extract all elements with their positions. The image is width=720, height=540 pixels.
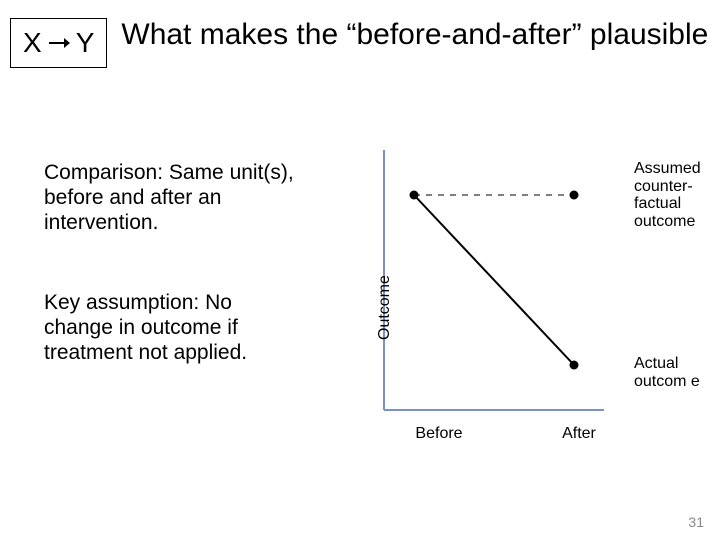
outcome-chart (364, 150, 624, 450)
annotation-counterfactual: Assumed counter-factual outcome (634, 160, 714, 230)
xy-x-label: X (23, 27, 42, 59)
slide-header: X Y What makes the “before-and-after” pl… (0, 0, 720, 68)
arrow-right-icon (48, 36, 70, 50)
slide-body: Comparison: Same unit(s), before and aft… (44, 160, 700, 520)
annotation-actual: Actual outcom e (634, 355, 704, 390)
xy-y-label: Y (76, 27, 95, 59)
x-label-after: After (549, 425, 609, 443)
page-number: 31 (688, 514, 704, 530)
slide-title: What makes the “before-and-after” plausi… (121, 18, 708, 53)
paragraph-comparison: Comparison: Same unit(s), before and aft… (44, 160, 304, 236)
paragraph-assumption: Key assumption: No change in outcome if … (44, 290, 304, 366)
y-axis-label: Outcome (376, 275, 394, 340)
chart-container: Outcome Before After (364, 150, 624, 450)
xy-box: X Y (10, 18, 107, 68)
x-label-before: Before (409, 425, 469, 443)
